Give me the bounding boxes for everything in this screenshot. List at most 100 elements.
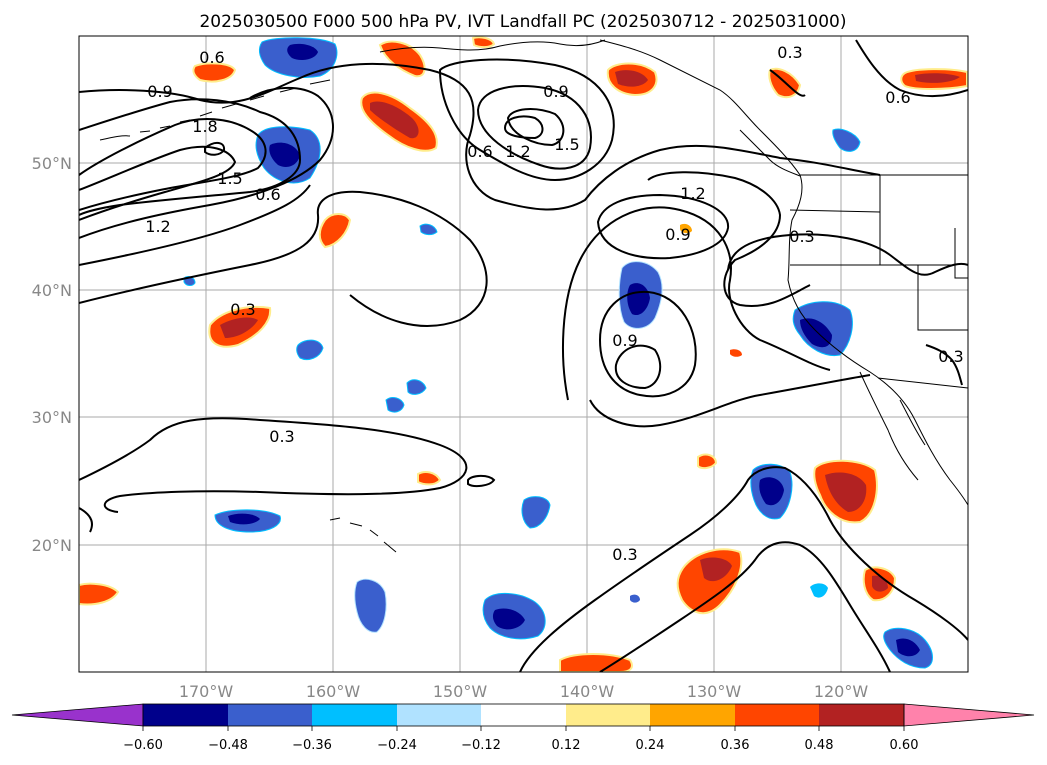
colorbar-segment <box>312 704 397 726</box>
lon-label: 140°W <box>560 682 615 701</box>
lon-label: 120°W <box>814 682 869 701</box>
red-patch <box>192 62 237 83</box>
contour-labels: 0.6 0.9 1.8 1.5 0.6 1.2 0.9 0.6 1.2 1.5 … <box>145 43 963 564</box>
blue-patch <box>896 638 920 657</box>
lat-label: 30°N <box>32 408 72 427</box>
colorbar-segment <box>650 704 735 726</box>
longitude-labels: 170°W 160°W 150°W 140°W 130°W 120°W <box>179 682 869 701</box>
colorbar-segment <box>143 704 228 726</box>
positive-anomaly-patches <box>79 36 968 672</box>
vancouver-island <box>739 129 801 177</box>
red-patch <box>680 223 692 234</box>
blue-patch <box>759 477 784 506</box>
colorbar-tick: 0.60 <box>890 738 919 753</box>
contour-label: 0.9 <box>147 82 172 101</box>
colorbar-tick: 0.12 <box>552 738 581 753</box>
contour-label: 0.6 <box>255 185 280 204</box>
blue-patch <box>810 583 828 598</box>
contour-line <box>503 115 544 140</box>
map-area <box>79 36 968 672</box>
lon-label: 160°W <box>306 682 361 701</box>
contour-line <box>647 171 811 307</box>
colorbar-tick: 0.24 <box>636 738 665 753</box>
blue-patch <box>832 128 861 152</box>
contour-label: 0.9 <box>665 225 690 244</box>
contour-label: 1.8 <box>192 117 217 136</box>
contour-label: 0.9 <box>612 331 637 350</box>
contour-line <box>204 142 226 156</box>
baja-coast <box>859 371 926 481</box>
blue-patch <box>269 142 300 167</box>
contour-label: 0.3 <box>230 300 255 319</box>
contour-label: 0.6 <box>885 88 910 107</box>
contour-label: 0.3 <box>938 347 963 366</box>
contour-label: 0.3 <box>777 43 802 62</box>
red-patch <box>220 317 258 338</box>
colorbar-tick: −0.36 <box>292 738 332 753</box>
blue-patch <box>492 608 525 630</box>
contour-label: 1.2 <box>505 142 530 161</box>
colorbar-segment <box>819 704 904 726</box>
contour-line <box>727 233 968 276</box>
contour-line <box>79 86 334 239</box>
contour-line <box>79 190 488 327</box>
colorbar-tick: 0.36 <box>721 738 750 753</box>
blue-patch <box>287 43 318 60</box>
lat-label: 20°N <box>32 536 72 555</box>
blue-patch <box>800 318 832 348</box>
us-mexico-border <box>877 377 968 389</box>
colorbar-tickmarks <box>142 726 905 731</box>
contour-label: 0.6 <box>199 48 224 67</box>
colorbar-tick: −0.24 <box>377 738 417 753</box>
colorbar-extend-min <box>11 703 144 727</box>
contour-line <box>79 417 468 513</box>
contour-line <box>476 85 592 170</box>
colorbar-extend-max <box>903 703 1035 727</box>
coastlines <box>99 39 968 553</box>
contour-line <box>599 541 891 672</box>
red-patch <box>559 653 633 672</box>
contour-line <box>467 474 496 488</box>
negative-anomaly-patches <box>183 37 933 669</box>
contour-line <box>79 62 881 211</box>
alaska-coast <box>379 39 606 53</box>
pv-contours <box>79 39 968 672</box>
colorbar-tick: −0.12 <box>461 738 501 753</box>
blue-patch <box>296 339 324 361</box>
latitude-labels: 50°N 40°N 30°N 20°N <box>32 154 72 555</box>
contour-label: 0.3 <box>612 545 637 564</box>
blue-patch <box>521 496 551 529</box>
red-patch <box>370 101 419 139</box>
contour-label: 0.3 <box>269 427 294 446</box>
contour-label: 0.9 <box>543 82 568 101</box>
contour-label: 1.2 <box>145 217 170 236</box>
contour-label: 1.2 <box>680 184 705 203</box>
colorbar-segment <box>481 704 566 726</box>
red-patch <box>697 453 718 470</box>
contour-line <box>589 374 871 428</box>
lon-label: 170°W <box>179 682 234 701</box>
north-america-coast <box>599 39 968 506</box>
colorbar-segment <box>397 704 481 726</box>
red-patch <box>700 557 732 582</box>
contour-line <box>79 118 267 211</box>
red-patch <box>915 73 960 83</box>
red-patch <box>318 213 352 249</box>
colorbar-segment <box>735 704 819 726</box>
contour-line <box>598 290 697 398</box>
blue-patch <box>354 578 387 633</box>
map-frame <box>78 35 969 673</box>
red-patch <box>79 582 120 606</box>
contour-line <box>519 466 968 672</box>
blue-patch <box>228 513 260 525</box>
colorbar-tick: −0.48 <box>208 738 248 753</box>
red-patch <box>615 70 648 87</box>
contour-line <box>79 507 93 533</box>
lat-label: 50°N <box>32 154 72 173</box>
lon-label: 150°W <box>433 682 488 701</box>
contour-line <box>855 39 968 98</box>
colorbar-outline <box>142 703 905 727</box>
colorbar-tick: 0.48 <box>805 738 834 753</box>
contour-label: 0.3 <box>789 227 814 246</box>
